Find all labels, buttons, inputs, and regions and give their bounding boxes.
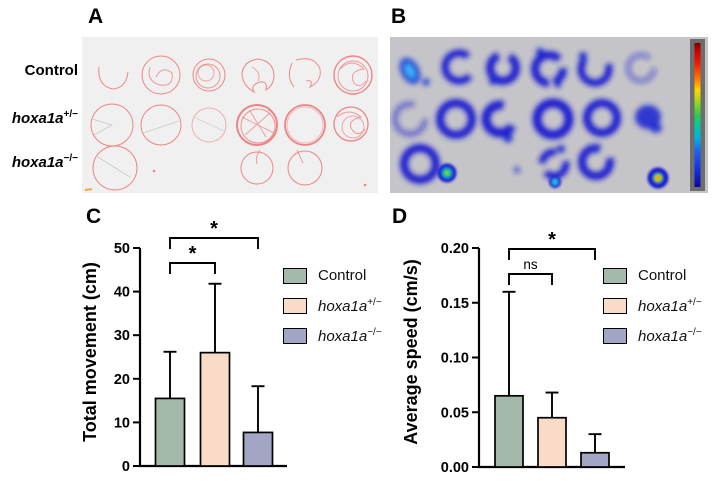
chart-c-legend: Control hoxa1a+/− hoxa1a−/− <box>283 267 382 344</box>
chart-c-ylabel: Total movement (cm) <box>80 262 100 442</box>
traces-background <box>82 37 378 193</box>
row-label-hoxa1a-mut: hoxa1a−/− <box>11 153 78 171</box>
significance-label: ns <box>523 257 538 272</box>
bar-hoxa1a+/− <box>199 351 231 467</box>
bar-hoxa1a+/− <box>537 416 567 468</box>
y-tick-label: 50 <box>114 241 130 257</box>
heatmap-row-3 <box>400 144 614 184</box>
bar-hoxa1a−/− <box>242 431 274 467</box>
row-label-control: Control <box>24 62 78 79</box>
significance-label: * <box>548 229 556 251</box>
y-tick-label: 0.10 <box>441 351 469 367</box>
heatmap-row-1 <box>399 48 657 88</box>
legend-label: hoxa1a−/− <box>318 326 382 345</box>
legend-item: hoxa1a−/− <box>603 327 702 344</box>
heatmap-hotspots <box>437 163 669 189</box>
y-tick-label: 0 <box>122 459 130 475</box>
trace-row-control <box>98 55 373 95</box>
panel-b-letter: B <box>391 5 407 28</box>
movement-traces-image <box>82 37 378 193</box>
bar-Control <box>494 394 524 468</box>
significance-label: * <box>189 243 197 265</box>
legend-label: hoxa1a+/− <box>638 296 702 315</box>
heatmap-row-2 <box>392 98 662 143</box>
chart-d-plot: 0.00 0.05 0.10 0.15 0.20 ns * <box>441 229 625 476</box>
legend-item: Control <box>283 267 382 284</box>
legend-item: hoxa1a+/− <box>283 297 382 314</box>
row-label-hoxa1a-het: hoxa1a+/− <box>11 109 78 127</box>
legend-item: hoxa1a−/− <box>283 327 382 344</box>
y-tick-label: 10 <box>114 415 130 431</box>
chart-c-plot: 0 10 20 30 40 50 * * <box>114 218 287 475</box>
y-tick-label: 0.15 <box>441 296 469 312</box>
significance-label: * <box>210 218 218 240</box>
trace-row-het <box>90 103 369 147</box>
legend-swatch <box>603 267 627 284</box>
y-tick-label: 30 <box>114 328 130 344</box>
y-tick-label: 40 <box>114 285 130 301</box>
panel-a-letter: A <box>88 5 104 28</box>
y-tick-label: 0.05 <box>441 405 469 421</box>
y-tick-label: 0.20 <box>441 241 469 257</box>
legend-item: Control <box>603 267 702 284</box>
significance-bracket <box>169 262 216 274</box>
bar-hoxa1a−/− <box>580 451 610 468</box>
legend-swatch <box>603 297 627 314</box>
colorbar <box>690 39 705 191</box>
y-tick-label: 0.00 <box>441 460 469 476</box>
legend-label: hoxa1a+/− <box>318 296 382 315</box>
legend-swatch <box>283 297 307 314</box>
legend-swatch <box>283 267 307 284</box>
legend-label: Control <box>318 267 367 284</box>
heatmap-image <box>390 37 708 193</box>
bar-Control <box>154 397 186 467</box>
significance-bracket <box>508 248 596 260</box>
legend-swatch <box>603 327 627 344</box>
chart-d-ylabel: Average speed (cm/s) <box>401 259 421 445</box>
significance-bracket <box>508 273 553 285</box>
y-tick-label: 20 <box>114 372 130 388</box>
significance-bracket <box>169 237 259 249</box>
legend-item: hoxa1a+/− <box>603 297 702 314</box>
trace-row-mut <box>84 145 367 191</box>
legend-label: hoxa1a−/− <box>638 326 702 345</box>
chart-d-legend: Control hoxa1a+/− hoxa1a−/− <box>603 267 702 344</box>
legend-swatch <box>283 327 307 344</box>
legend-label: Control <box>638 267 687 284</box>
panel-c-letter: C <box>86 205 102 228</box>
panel-d-letter: D <box>392 205 408 228</box>
